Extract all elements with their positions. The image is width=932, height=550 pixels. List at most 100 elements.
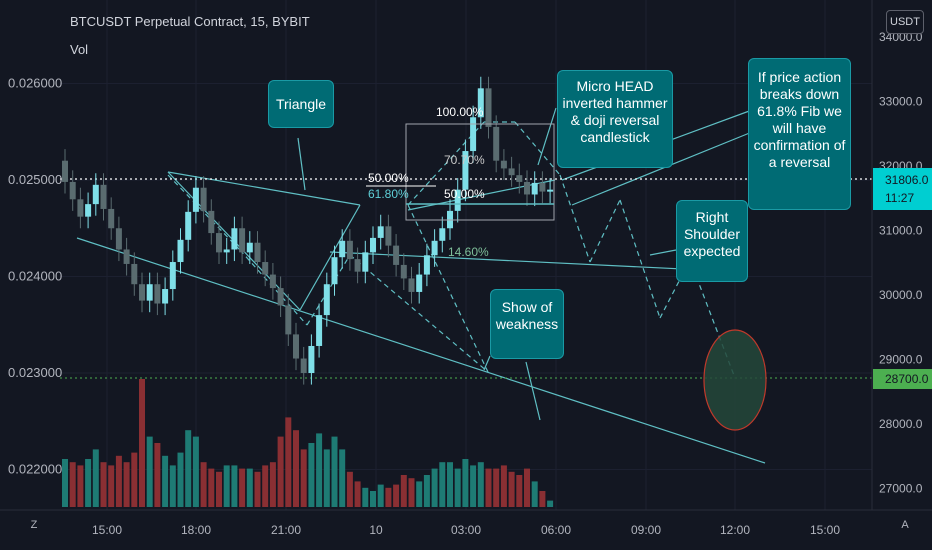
candle-body [400, 264, 407, 279]
current-price-value: 31806.0 [885, 173, 929, 187]
right-tick-label: 27000.0 [879, 482, 923, 496]
volume-bar [146, 436, 153, 507]
weakness-pointer [525, 361, 541, 421]
volume-bar [108, 465, 115, 507]
volume-indicator-label[interactable]: Vol [70, 42, 89, 57]
candle-body [139, 284, 145, 301]
callout-weakness[interactable]: Show of weakness [490, 289, 564, 359]
volume-bar [100, 462, 107, 507]
volume-bar [516, 475, 523, 507]
projection-dash [514, 121, 561, 176]
candle-body [277, 288, 284, 306]
volume-bar [470, 465, 477, 507]
candle-body [246, 242, 253, 253]
zoom-button[interactable]: Z [30, 519, 38, 531]
candle-body [300, 358, 307, 373]
volume-bar [370, 491, 376, 507]
candle-body [185, 211, 192, 240]
right-tick-label: 29000.0 [879, 353, 923, 367]
right-tick-label: 33000.0 [879, 95, 923, 109]
candle-body [370, 237, 376, 253]
volume-bar [154, 443, 161, 507]
volume-bar [92, 449, 99, 507]
currency-unit-button[interactable]: USDT [886, 10, 924, 34]
right-tick-label: 31000.0 [879, 224, 923, 238]
candle-body [77, 199, 84, 217]
volume-bar [416, 481, 423, 507]
x-tick-label: 12:00 [720, 523, 750, 537]
candle-body [470, 117, 477, 152]
candle-body [85, 204, 92, 217]
x-tick-label: 15:00 [92, 523, 122, 537]
volume-bar [115, 455, 122, 507]
volume-bar [231, 465, 238, 507]
candle-body [354, 259, 361, 272]
candle-body [177, 239, 184, 263]
left-tick-label: 0.025000 [8, 172, 62, 187]
left-tick-label: 0.026000 [8, 76, 62, 91]
x-tick-label: 21:00 [271, 523, 301, 537]
candle-body [508, 168, 515, 176]
candle-body [493, 126, 500, 161]
right-tick-label: 30000.0 [879, 288, 923, 302]
candle-body [362, 252, 369, 272]
left-tick-label: 0.023000 [8, 365, 62, 380]
volume-bar [377, 484, 384, 507]
fib-level-label: 50.00% [368, 171, 409, 185]
right-tick-label: 28000.0 [879, 417, 923, 431]
candle-body [316, 315, 323, 346]
volume-bar [239, 468, 246, 507]
candle-body [439, 228, 446, 241]
volume-bar [393, 484, 400, 507]
callout-triangle[interactable]: Triangle [268, 80, 334, 128]
callout-right-shoulder[interactable]: Right Shoulder expected [676, 200, 748, 282]
volume-bar [447, 462, 453, 507]
volume-bar [462, 459, 469, 507]
triangle-right-line [299, 204, 361, 311]
volume-bar [308, 443, 315, 507]
candle-body [262, 262, 269, 275]
projection-dash [239, 249, 308, 326]
volume-bar [339, 449, 346, 507]
fib-level-label: 100.00% [436, 105, 484, 119]
candle-body [223, 249, 230, 253]
volume-bar [131, 452, 138, 507]
projection-dash [306, 254, 351, 326]
candle-body [331, 257, 338, 285]
fib-level-label: 70.70% [444, 153, 485, 167]
callout-micro-head[interactable]: Micro HEAD inverted hammer & doji revers… [557, 70, 673, 168]
auto-scale-button[interactable]: A [901, 519, 909, 531]
candle-body [108, 208, 115, 229]
triangle-pointer [297, 137, 306, 191]
candle-body [115, 228, 122, 250]
x-tick-label: 06:00 [541, 523, 571, 537]
volume-bar [277, 436, 284, 507]
volume-bar [269, 462, 276, 507]
candle-body [516, 175, 523, 182]
triangle-upper-line [167, 171, 361, 206]
target-price-badge [873, 369, 932, 389]
candle-body [285, 305, 292, 335]
fib-level-label: 61.80% [368, 187, 409, 201]
candle-body [377, 226, 384, 238]
callout-reversal[interactable]: If price action breaks down 61.8% Fib we… [748, 58, 851, 210]
volume-bar [454, 468, 461, 507]
x-tick-label: 15:00 [810, 523, 840, 537]
volume-bar [524, 468, 530, 507]
volume-bar [216, 471, 222, 507]
volume-bar [254, 471, 261, 507]
candle-body [531, 182, 538, 195]
candle-body [254, 242, 261, 263]
candles [62, 76, 554, 385]
volume-bar [293, 430, 299, 507]
candle-body [162, 289, 169, 304]
lower-trend-line [76, 237, 766, 464]
candle-body [539, 182, 546, 192]
volume-bar [408, 478, 415, 507]
countdown-value: 11:27 [885, 191, 914, 205]
head-pointer [537, 107, 557, 166]
volume-bar [200, 462, 207, 507]
volume-bar [500, 465, 507, 507]
candle-body [346, 240, 353, 260]
x-tick-label: 10 [369, 523, 383, 537]
